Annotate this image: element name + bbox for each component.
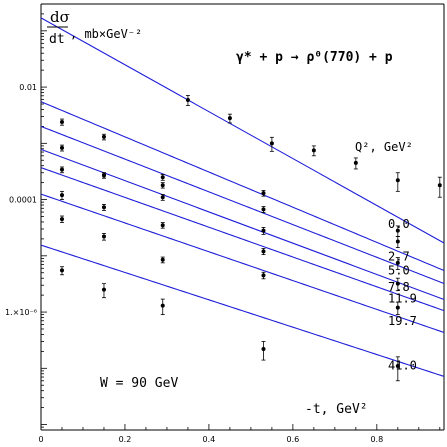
q2-label-2.7: 2.7 — [388, 249, 410, 263]
data-point — [101, 287, 106, 292]
data-point — [269, 141, 274, 146]
data-point — [227, 116, 232, 121]
data-point — [261, 191, 266, 196]
fit-curve-7.8 — [40, 148, 445, 300]
data-point — [59, 145, 64, 150]
ylabel-unit: , mb×GeV⁻² — [70, 27, 142, 41]
data-point — [395, 281, 400, 286]
energy-label: W = 90 GeV — [100, 376, 178, 391]
xlabel: -t, GeV² — [305, 402, 368, 417]
axes — [40, 3, 445, 431]
q2-label-0.0: 0.0 — [388, 217, 410, 231]
tick-marks: 0.2 0.4 0.6 0.8 0 0.01 0.0001 1.×10⁻⁶ — [5, 13, 441, 444]
data-point — [59, 167, 64, 172]
data-point — [101, 205, 106, 210]
data-point — [437, 183, 442, 188]
data-point — [160, 257, 165, 262]
q2-labels: 0.0 2.75.0 7.811.9 19.7 41.0 — [388, 217, 417, 372]
data-points — [59, 95, 442, 382]
x-tick-label: 0.6 — [287, 435, 300, 444]
x-tick-label: 0.2 — [119, 435, 132, 444]
fit-curve-11.9 — [40, 167, 445, 312]
data-point — [353, 160, 358, 165]
data-point — [311, 148, 316, 153]
y-tick-label: 1.×10⁻⁶ — [5, 308, 37, 317]
q2-label-7.8: 7.8 — [388, 280, 410, 294]
x-tick-label: 0.8 — [370, 435, 383, 444]
data-point — [395, 178, 400, 183]
data-point — [59, 119, 64, 124]
data-point — [185, 97, 190, 102]
y-tick-label: 0.0001 — [9, 196, 37, 205]
fit-curve-0.0 — [40, 17, 445, 244]
data-point — [261, 273, 266, 278]
data-point — [261, 228, 266, 233]
data-point — [101, 173, 106, 178]
data-point — [160, 175, 165, 180]
q2-header: Q², GeV² — [355, 140, 413, 154]
fit-curve-2.7 — [40, 101, 445, 272]
data-point — [261, 249, 266, 254]
fit-curves — [40, 17, 445, 377]
x-tick-label: 0 — [38, 435, 43, 444]
data-point — [101, 134, 106, 139]
data-point — [395, 228, 400, 233]
data-point — [261, 347, 266, 352]
fit-curve-41.0 — [40, 244, 445, 377]
fit-curve-19.7 — [40, 193, 445, 333]
data-point — [395, 239, 400, 244]
reaction-label: γ* + p → ρ⁰(770) + p — [236, 50, 393, 65]
ylabel-denominator: dt — [49, 32, 65, 47]
data-point — [395, 305, 400, 310]
ylabel-numerator: dσ — [50, 8, 70, 26]
data-point — [160, 303, 165, 308]
data-point — [59, 193, 64, 198]
data-point — [395, 363, 400, 368]
data-point — [160, 195, 165, 200]
q2-label-5.0: 5.0 — [388, 263, 410, 277]
data-point — [160, 183, 165, 188]
q2-label-11.9: 11.9 — [388, 292, 417, 306]
data-point — [59, 217, 64, 222]
q2-label-19.7: 19.7 — [388, 314, 417, 328]
data-point — [59, 268, 64, 273]
y-tick-label: 0.01 — [19, 83, 37, 92]
data-point — [261, 207, 266, 212]
x-tick-label: 0.4 — [203, 435, 216, 444]
data-point — [101, 234, 106, 239]
data-point — [160, 223, 165, 228]
fit-curve-5.0 — [40, 125, 445, 285]
data-point — [395, 260, 400, 265]
q2-label-41.0: 41.0 — [388, 358, 417, 372]
